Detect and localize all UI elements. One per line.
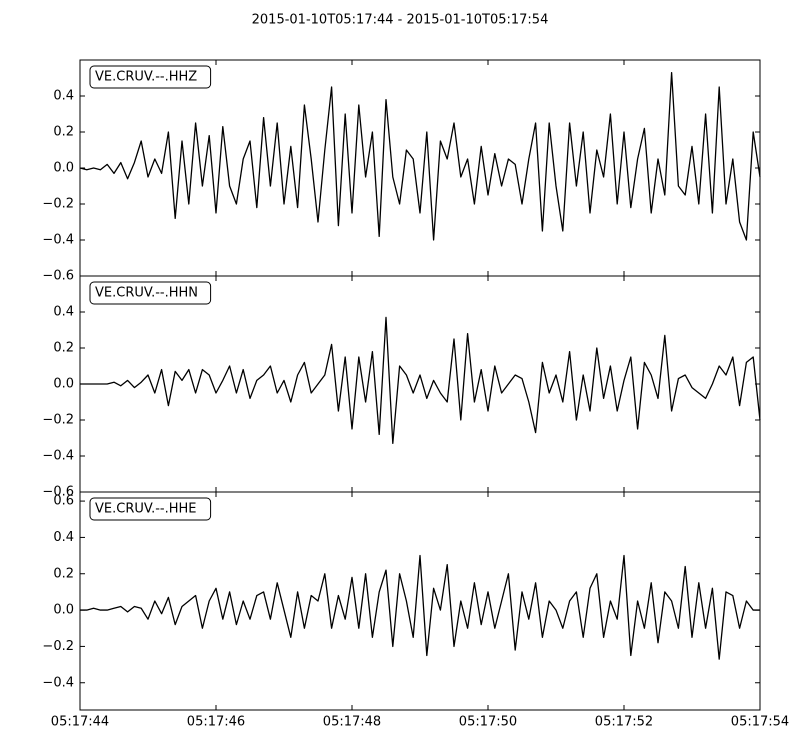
y-tick-label: 0.2 [53, 566, 74, 581]
y-tick-label: 0.6 [53, 494, 74, 509]
y-tick-label: 0.2 [53, 125, 74, 140]
y-tick-label: 0.4 [53, 89, 74, 104]
x-tick-label: 05:17:52 [595, 715, 653, 730]
trace-label-box [89, 497, 212, 521]
axes-frame [79, 491, 761, 711]
y-tick-label: −0.4 [42, 449, 74, 464]
y-tick-label: −0.4 [42, 675, 74, 690]
y-tick-label: −0.4 [42, 233, 74, 248]
waveform [80, 554, 760, 660]
trace-label: VE.CRUV.--.HHE [95, 502, 197, 517]
x-tick-label: 05:17:54 [731, 715, 789, 730]
y-tick-label: 0.0 [53, 161, 74, 176]
y-tick-label: −0.2 [42, 197, 74, 212]
trace-label: VE.CRUV.--.HHN [95, 286, 198, 301]
axes-frame [79, 59, 761, 277]
y-tick-label: 0.4 [53, 530, 74, 545]
y-tick-label: 0.0 [53, 603, 74, 618]
y-tick-label: −0.6 [42, 269, 74, 284]
x-tick-label: 05:17:48 [323, 715, 381, 730]
y-tick-label: −0.2 [42, 413, 74, 428]
x-tick-label: 05:17:50 [459, 715, 517, 730]
x-tick-label: 05:17:44 [51, 715, 109, 730]
waveform [79, 71, 761, 241]
axes-frame [79, 275, 761, 493]
y-tick-label: 0.2 [53, 341, 74, 356]
trace-label-box [89, 65, 212, 89]
y-tick-label: −0.6 [42, 485, 74, 500]
x-tick-label: 05:17:46 [187, 715, 245, 730]
y-tick-label: 0.0 [53, 377, 74, 392]
y-tick-label: −0.2 [42, 639, 74, 654]
trace-label-box [89, 281, 212, 305]
chart-title: 2015-01-10T05:17:44 - 2015-01-10T05:17:5… [252, 13, 549, 28]
y-tick-label: 0.4 [53, 305, 74, 320]
trace-label: VE.CRUV.--.HHZ [95, 70, 197, 85]
waveform [80, 316, 761, 445]
